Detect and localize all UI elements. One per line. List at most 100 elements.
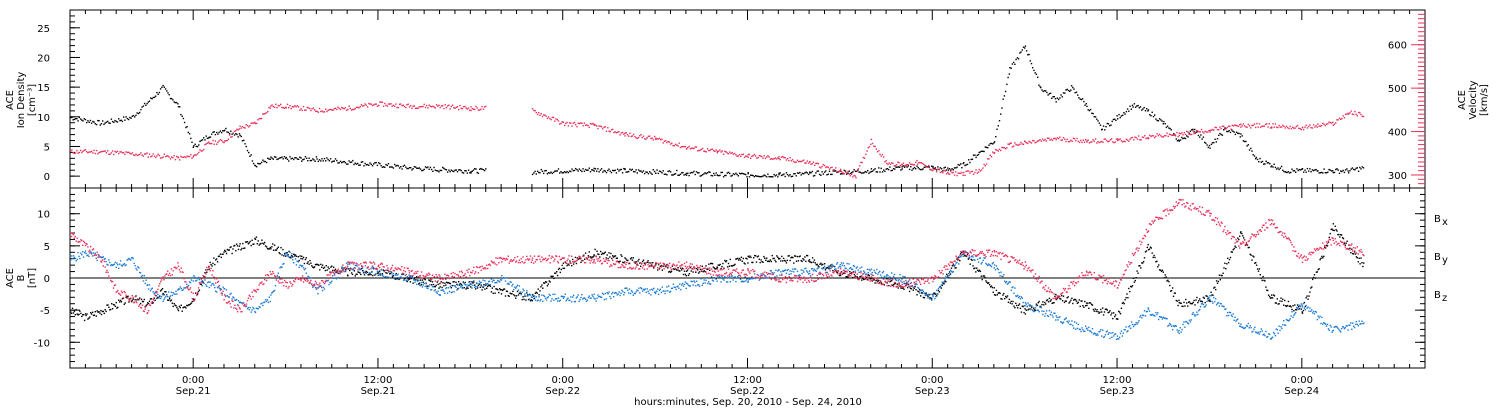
bx-point [1068, 302, 1070, 304]
top-panel-frame [69, 9, 1426, 189]
bx-point [1102, 307, 1104, 309]
by-point [575, 297, 578, 299]
bx-point [456, 283, 458, 286]
velocity-point [470, 109, 472, 112]
density-point [1142, 108, 1144, 110]
bx-point [1015, 302, 1017, 304]
velocity-point [237, 129, 239, 131]
bx-point [1073, 299, 1075, 301]
by-point [264, 299, 267, 301]
bx-point [667, 267, 669, 269]
bx-point [812, 261, 815, 263]
by-point [425, 283, 427, 285]
bx-point [1363, 262, 1365, 264]
bx-point [1089, 302, 1092, 304]
bx-point [111, 308, 114, 310]
density-point [156, 91, 158, 94]
by-point [193, 275, 195, 277]
velocity-point [714, 150, 716, 153]
density-point [915, 168, 917, 170]
by-point [258, 306, 260, 308]
by-point [597, 294, 599, 296]
bx-point [1041, 303, 1043, 306]
velocity-point [1209, 131, 1211, 133]
bx-point [930, 297, 932, 299]
x-tick-date-label: Sep.23 [915, 386, 950, 397]
by-point [349, 267, 352, 269]
density-point [1116, 115, 1118, 117]
bx-point [359, 272, 361, 274]
bx-point [441, 286, 443, 289]
bx-point [1058, 295, 1060, 297]
density-point [1240, 133, 1242, 135]
density-point [972, 154, 975, 156]
velocity-point [201, 150, 204, 152]
density-point [179, 106, 181, 108]
by-point [559, 299, 561, 301]
bx-point [1243, 237, 1245, 239]
bx-point [363, 274, 366, 276]
velocity-point [1122, 141, 1124, 143]
by-point [779, 274, 781, 276]
bx-point [747, 262, 749, 264]
density-point [693, 170, 695, 173]
by-point [167, 291, 170, 293]
density-point [892, 168, 895, 170]
bx-point [1077, 301, 1079, 304]
velocity-point [171, 156, 173, 158]
velocity-point [1316, 126, 1318, 128]
bx-point [976, 269, 979, 271]
by-point [155, 292, 157, 294]
velocity-point [598, 125, 600, 127]
bx-point [1086, 304, 1088, 307]
velocity-point [1333, 123, 1336, 125]
bx-point [684, 273, 687, 276]
bx-point [467, 287, 469, 289]
bx-point [1241, 232, 1243, 235]
by-point [301, 265, 303, 268]
velocity-point [341, 106, 343, 109]
bx-point [1255, 262, 1257, 264]
density-point [747, 172, 749, 174]
velocity-point [711, 148, 714, 150]
bx-point [528, 293, 531, 296]
velocity-point [1151, 135, 1153, 137]
density-point [453, 170, 455, 173]
by-point [497, 279, 499, 282]
bx-point [964, 255, 966, 257]
velocity-point [724, 150, 726, 153]
by-point [570, 296, 572, 298]
bx-point [568, 264, 570, 266]
by-point [317, 293, 319, 295]
by-point [469, 283, 471, 285]
bx-point [1102, 314, 1105, 316]
by-point [424, 285, 426, 288]
bx-point [588, 251, 590, 253]
density-point [329, 158, 332, 160]
by-point [395, 278, 397, 280]
density-point [731, 174, 733, 177]
bx-point [928, 293, 930, 296]
by-point [307, 275, 309, 277]
density-point [403, 164, 406, 166]
by-point [815, 270, 817, 272]
density-point [1173, 133, 1175, 135]
density-point [619, 169, 621, 171]
by-point [807, 273, 810, 275]
bx-point [378, 270, 381, 272]
velocity-point [837, 170, 839, 173]
density-point [1134, 106, 1137, 108]
by-point [494, 282, 496, 284]
velocity-point [166, 155, 168, 157]
by-point [722, 278, 724, 280]
density-point [173, 101, 175, 103]
bx-point [487, 285, 489, 288]
density-point [470, 172, 472, 174]
by-point [545, 299, 548, 301]
density-point [844, 170, 847, 172]
by-point [274, 285, 277, 287]
by-point [253, 308, 255, 310]
bx-point [563, 267, 566, 269]
velocity-point [849, 175, 852, 177]
by-point [700, 278, 703, 280]
